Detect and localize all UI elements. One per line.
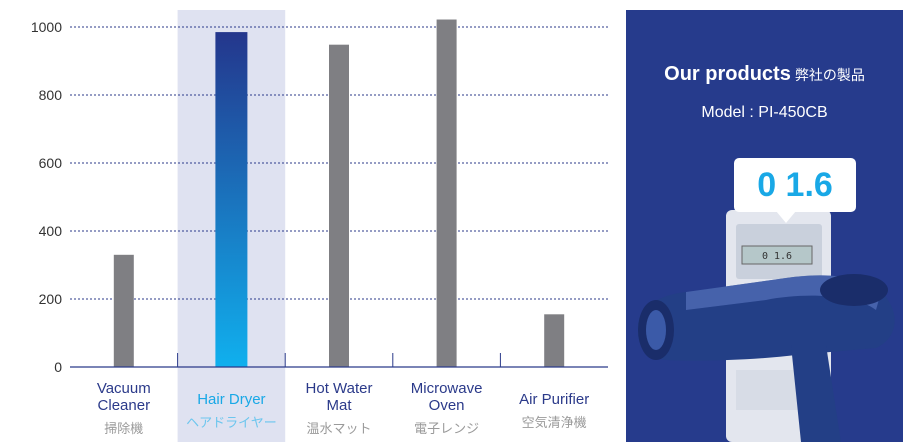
bar-air-purifier [544,314,565,367]
bar-hair-dryer [215,32,248,367]
reading-callout: 0 1.6 [734,158,856,212]
product-panel: 0 1.6 Our products 弊社の製品 Model : PI-450CB… [626,10,903,442]
lcd-reading: 0 1.6 [762,251,792,262]
x-tick-label-jp: 温水マット [306,421,372,436]
panel-title-jp: 弊社の製品 [794,67,865,83]
x-tick-label-en: Cleaner [97,397,151,414]
y-tick-label: 400 [39,223,63,239]
x-tick-label: Hot Water Mat 温水マット [284,380,394,437]
x-tick-label-en: Mat [326,397,352,414]
callout-tail [776,211,796,223]
y-tick-label: 800 [39,87,63,103]
bar-microwave-oven [436,19,457,368]
x-tick-label-jp: 掃除機 [104,421,144,436]
y-tick-label: 1000 [31,19,62,35]
x-tick-label-en: Air Purifier [519,391,590,408]
x-tick-label-en: Vacuum [96,380,151,397]
panel-title: Our products 弊社の製品 [626,63,903,86]
hair-dryer-device-image: 0 1.6 [637,210,895,442]
x-tick-label-en: Oven [428,397,465,414]
panel-model: Model : PI-450CB [701,104,828,121]
x-tick-label-jp: 電子レンジ [414,421,480,436]
bar-chart: 0 200 400 600 800 1000 [31,10,608,442]
y-tick-label: 200 [39,291,63,307]
x-tick-label-en: Hair Dryer [197,391,266,408]
bar-vacuum-cleaner [113,254,134,367]
x-tick-label: Air Purifier 空気清浄機 [499,391,609,431]
x-tick-label: Microwave Oven 電子レンジ [392,380,502,437]
x-tick-label-jp: 空気清浄機 [521,415,587,430]
panel-title-bold: Our products [664,63,791,85]
x-tick-label-jp: ヘアドライヤー [186,415,277,430]
x-tick-label-en: Hot Water [305,380,373,397]
x-tick-label-en: Microwave [410,380,483,397]
x-tick-label: Hair Dryer ヘアドライヤー [176,391,286,431]
y-tick-label: 0 [54,359,62,375]
y-tick-label: 600 [39,155,63,171]
x-tick-label: Vacuum Cleaner 掃除機 [69,380,179,437]
bar-hot-water-mat [329,44,349,368]
